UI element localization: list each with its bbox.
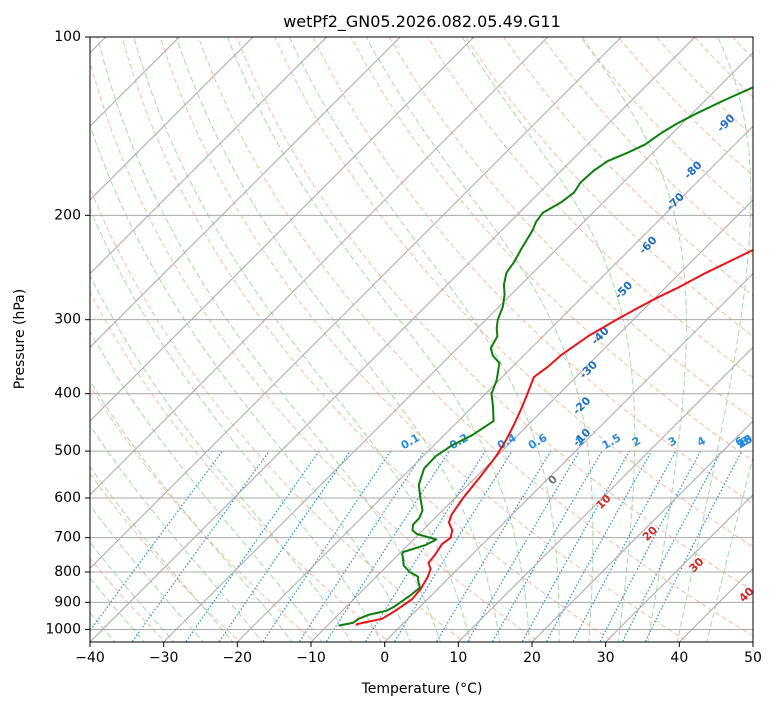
y-tick-label: 300 [54,312,81,328]
dry-adiabat-line [6,27,392,645]
moist-adiabat-line [0,199,205,644]
mixing-ratio-line [466,451,579,644]
isotherm-line [741,10,775,654]
mixing-ratio-label: 1.5 [600,431,623,452]
isotherm-line [0,10,280,654]
dry-adiabat-line [534,27,775,645]
dry-adiabat-line [119,27,617,645]
x-tick-label: 40 [670,650,688,666]
x-tick-label: 10 [449,650,467,666]
y-tick-label: 400 [54,386,81,402]
y-tick-label: 500 [54,443,81,459]
pressure-gridlines [90,37,753,629]
dry-adiabat-line [0,27,243,645]
y-axis-label: Pressure (hPa) [12,289,28,389]
isotherm-line [0,10,427,654]
x-tick-label: 50 [744,650,762,666]
mixing-ratio-line [599,451,701,644]
mixing-ratio-line [644,451,742,644]
y-axis-ticks: 100 200 300 400 500 600 700 800 900 1000 [45,29,90,637]
isotherm-line [299,10,775,654]
dry-adiabat-line [82,27,543,645]
y-tick-label: 1000 [45,621,81,637]
dry-adiabat-line [0,27,318,645]
moist-adiabat-label: 20 [640,523,660,543]
y-tick-label: 900 [54,594,81,610]
y-tick-label: 800 [54,564,81,580]
isotherm-line [520,10,775,654]
x-tick-label: −40 [75,650,105,666]
isotherm-line [446,10,775,654]
dry-adiabat-line [308,27,775,645]
mixing-ratio-line [572,451,676,644]
chart-title: wetPf2_GN05.2026.082.05.49.G11 [283,12,561,32]
dry-adiabat-label: -20 [570,394,593,417]
dry-adiabat-label: -90 [714,111,737,134]
dry-adiabat-label: -50 [612,278,635,301]
y-tick-label: 200 [54,207,81,223]
x-axis-label: Temperature (°C) [361,681,483,697]
mixing-ratio-line [435,451,551,644]
x-tick-label: −10 [296,650,326,666]
x-tick-label: −30 [149,650,179,666]
dry-adiabat-line [233,27,775,645]
mixing-ratio-label: 2 [630,434,643,449]
moist-adiabat-line [228,37,530,644]
dry-adiabat-line [383,27,775,645]
moist-adiabat-label: 0 [545,472,560,487]
isotherm-line [0,10,59,654]
mixing-ratio-label: 4 [695,434,708,449]
moist-adiabat-line [134,37,471,644]
isotherm-line [0,10,575,654]
moist-adiabat-line [0,145,294,645]
x-tick-label: 20 [523,650,541,666]
x-tick-label: −20 [223,650,253,666]
isotherm-line [225,10,775,654]
isotherm-line [0,10,354,654]
mixing-ratio-label: 3 [666,434,679,449]
dry-adiabat-label: -70 [664,190,687,213]
background-lines [0,10,775,654]
dry-adiabat-line [346,27,775,645]
dry-adiabat-line [647,27,775,645]
x-axis-ticks: −40 −30 −20 −10 0 10 20 30 40 50 [75,642,762,666]
moist-adiabat-line [677,37,751,644]
dry-adiabat-line [157,27,692,645]
dry-adiabat-label: -30 [577,358,600,381]
moist-adiabat-label: 40 [737,584,757,604]
isotherm-line [78,10,722,654]
x-tick-label: 30 [597,650,615,666]
y-tick-label: 100 [54,29,81,45]
mixing-ratio-label: 0.4 [495,431,519,452]
mixing-ratio-label: 0.6 [526,431,550,452]
x-tick-label: 0 [380,650,389,666]
dry-adiabat-line [610,27,775,645]
dry-adiabat-label: -60 [636,233,659,256]
isotherm-line [0,10,501,654]
dry-adiabat-line [761,27,775,645]
mixing-ratio-line [364,451,486,644]
isotherm-line [667,10,775,654]
isotherm-line [152,10,775,654]
dry-adiabat-label: -100 [762,49,775,78]
y-tick-label: 700 [54,530,81,546]
moist-adiabat-line [0,183,235,645]
y-tick-label: 600 [54,490,81,506]
